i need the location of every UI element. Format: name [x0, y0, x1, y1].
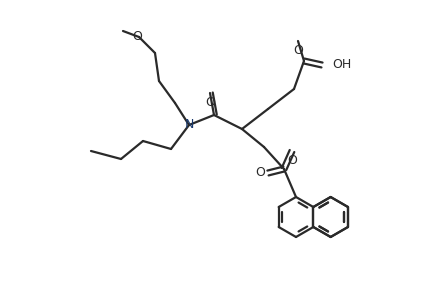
Text: N: N [184, 118, 194, 132]
Text: O: O [205, 96, 215, 110]
Text: O: O [287, 154, 297, 168]
Text: O: O [255, 166, 265, 180]
Text: O: O [293, 45, 303, 57]
Text: O: O [132, 29, 142, 43]
Text: OH: OH [332, 59, 351, 72]
